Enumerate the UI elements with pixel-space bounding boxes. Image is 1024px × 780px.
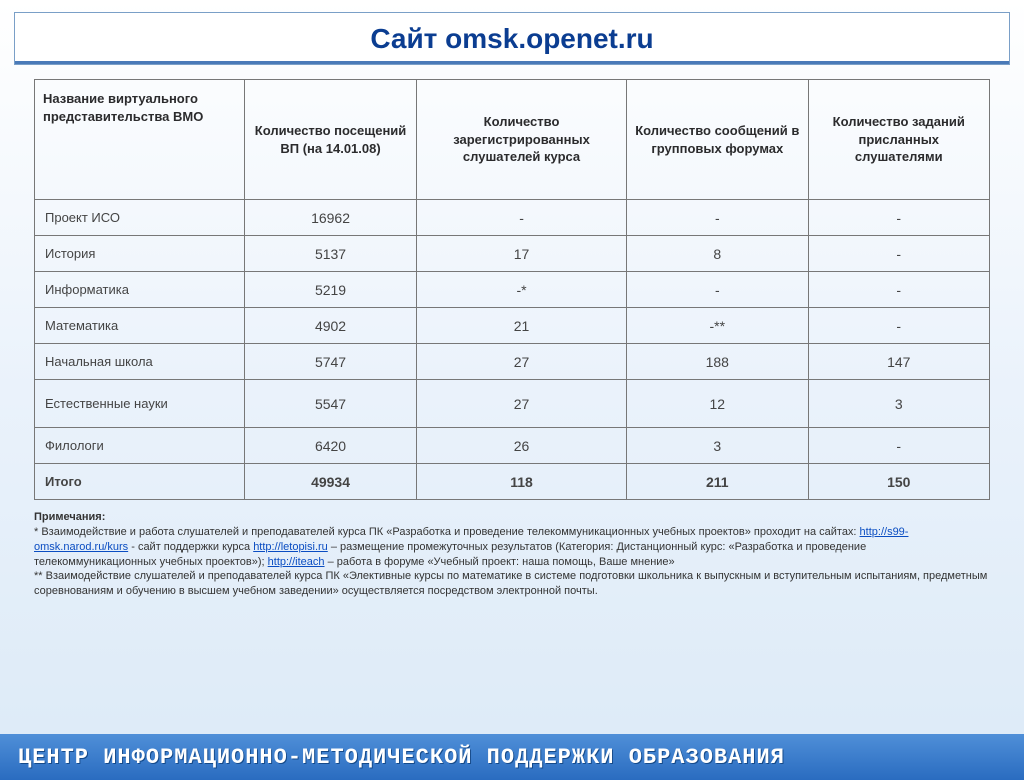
cell-name: История bbox=[35, 236, 245, 272]
cell-value: 17 bbox=[416, 236, 626, 272]
cell-total-value: 211 bbox=[627, 464, 808, 500]
cell-value: - bbox=[808, 272, 989, 308]
cell-value: 5137 bbox=[245, 236, 417, 272]
table-total-row: Итого 49934 118 211 150 bbox=[35, 464, 990, 500]
table-row: Информатика 5219 -* - - bbox=[35, 272, 990, 308]
col-header-visits: Количество посещений ВП (на 14.01.08) bbox=[245, 80, 417, 200]
table-row: Проект ИСО 16962 - - - bbox=[35, 200, 990, 236]
notes-heading: Примечания: bbox=[34, 511, 105, 523]
cell-value: 27 bbox=[416, 344, 626, 380]
cell-name: Начальная школа bbox=[35, 344, 245, 380]
cell-total-value: 150 bbox=[808, 464, 989, 500]
title-bar: Сайт omsk.openet.ru bbox=[14, 12, 1010, 65]
page-title: Сайт omsk.openet.ru bbox=[15, 23, 1009, 55]
cell-value: - bbox=[808, 200, 989, 236]
note-star2-text: ** Взаимодействие слушателей и преподава… bbox=[34, 570, 987, 597]
cell-value: - bbox=[627, 200, 808, 236]
cell-value: - bbox=[416, 200, 626, 236]
table-row: Естественные науки 5547 27 12 3 bbox=[35, 380, 990, 428]
cell-value: 27 bbox=[416, 380, 626, 428]
cell-value: 3 bbox=[808, 380, 989, 428]
cell-value: - bbox=[808, 308, 989, 344]
table-row: Математика 4902 21 -** - bbox=[35, 308, 990, 344]
col-header-tasks: Количество заданий присланных слушателям… bbox=[808, 80, 989, 200]
cell-value: 188 bbox=[627, 344, 808, 380]
cell-value: 147 bbox=[808, 344, 989, 380]
cell-value: 5547 bbox=[245, 380, 417, 428]
cell-value: 21 bbox=[416, 308, 626, 344]
table-row: Начальная школа 5747 27 188 147 bbox=[35, 344, 990, 380]
col-header-registered: Количество зарегистрированных слушателей… bbox=[416, 80, 626, 200]
cell-value: 3 bbox=[627, 428, 808, 464]
col-header-name: Название виртуального представительства … bbox=[35, 80, 245, 200]
cell-value: - bbox=[808, 428, 989, 464]
cell-value: 5219 bbox=[245, 272, 417, 308]
note-link-3[interactable]: http://iteach bbox=[268, 556, 325, 568]
cell-value: 6420 bbox=[245, 428, 417, 464]
cell-value: 12 bbox=[627, 380, 808, 428]
cell-value: - bbox=[627, 272, 808, 308]
note-star1-text: * Взаимодействие и работа слушателей и п… bbox=[34, 526, 860, 538]
cell-name: Проект ИСО bbox=[35, 200, 245, 236]
note-text: – работа в форуме «Учебный проект: наша … bbox=[328, 556, 675, 568]
footer-text: ЦЕНТР ИНФОРМАЦИОННО-МЕТОДИЧЕСКОЙ ПОДДЕРЖ… bbox=[18, 745, 785, 770]
col-header-messages: Количество сообщений в групповых форумах bbox=[627, 80, 808, 200]
note-text: - сайт поддержки курса bbox=[131, 541, 253, 553]
cell-total-value: 118 bbox=[416, 464, 626, 500]
notes-block: Примечания: * Взаимодействие и работа сл… bbox=[34, 510, 990, 599]
note-link-2[interactable]: http://letopisi.ru bbox=[253, 541, 328, 553]
cell-total-label: Итого bbox=[35, 464, 245, 500]
cell-value: - bbox=[808, 236, 989, 272]
cell-value: 16962 bbox=[245, 200, 417, 236]
data-table: Название виртуального представительства … bbox=[34, 79, 990, 500]
table-row: История 5137 17 8 - bbox=[35, 236, 990, 272]
cell-value: 26 bbox=[416, 428, 626, 464]
cell-value: -** bbox=[627, 308, 808, 344]
cell-name: Филологи bbox=[35, 428, 245, 464]
table-header-row: Название виртуального представительства … bbox=[35, 80, 990, 200]
cell-value: 5747 bbox=[245, 344, 417, 380]
cell-name: Информатика bbox=[35, 272, 245, 308]
cell-name: Математика bbox=[35, 308, 245, 344]
cell-value: 4902 bbox=[245, 308, 417, 344]
cell-total-value: 49934 bbox=[245, 464, 417, 500]
cell-value: 8 bbox=[627, 236, 808, 272]
cell-value: -* bbox=[416, 272, 626, 308]
table-row: Филологи 6420 26 3 - bbox=[35, 428, 990, 464]
footer-banner: ЦЕНТР ИНФОРМАЦИОННО-МЕТОДИЧЕСКОЙ ПОДДЕРЖ… bbox=[0, 734, 1024, 780]
cell-name: Естественные науки bbox=[35, 380, 245, 428]
data-table-wrap: Название виртуального представительства … bbox=[34, 79, 990, 500]
